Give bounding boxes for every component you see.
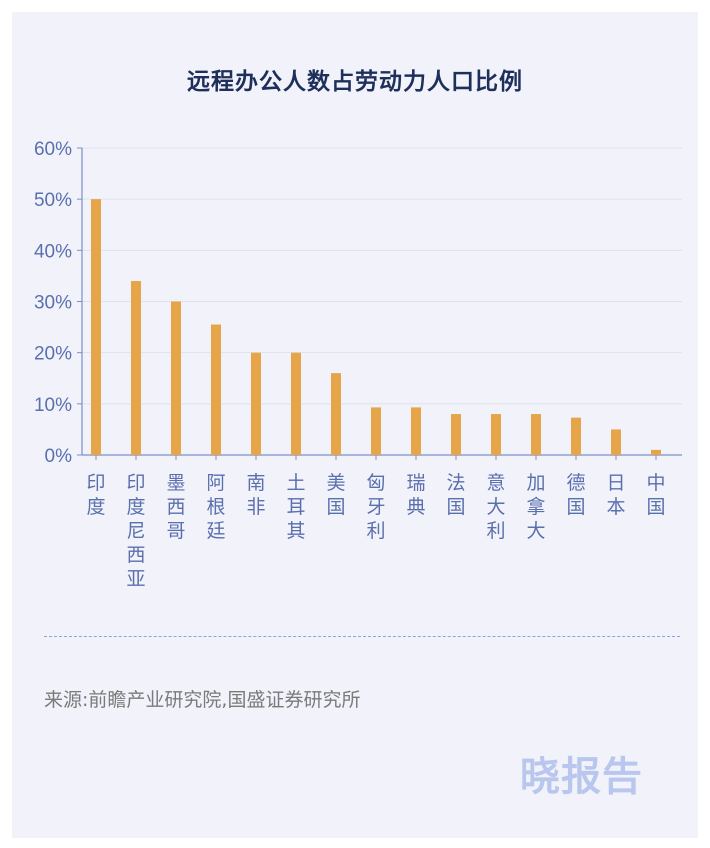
x-tick-label: 印度 <box>86 472 105 518</box>
x-tick-label: 土耳其 <box>286 472 305 542</box>
y-tick-label: 40% <box>34 241 72 262</box>
watermark-logo: 晓报告 <box>520 754 643 800</box>
chart-title: 远程办公人数占劳动力人口比例 <box>187 69 523 95</box>
x-tick-label: 匈牙利 <box>366 472 385 542</box>
bar <box>131 281 141 455</box>
y-tick-label: 60% <box>34 139 72 160</box>
x-tick-label: 印度尼西亚 <box>126 472 145 590</box>
x-tick-label: 阿根廷 <box>206 472 225 542</box>
source-note: 来源:前瞻产业研究院,国盛证券研究所 <box>44 689 361 711</box>
y-tick-label: 50% <box>34 190 72 211</box>
y-tick-label: 30% <box>34 293 72 314</box>
bar <box>571 417 581 455</box>
x-tick-label: 加拿大 <box>526 472 545 542</box>
bar <box>451 414 461 455</box>
x-tick-label: 中国 <box>646 472 665 518</box>
bar <box>611 429 621 455</box>
x-tick-label: 墨西哥 <box>166 472 185 542</box>
dashed-divider <box>44 636 680 637</box>
y-tick-label: 20% <box>34 344 72 365</box>
y-tick-label: 0% <box>45 446 73 467</box>
x-tick-label: 法国 <box>446 472 465 518</box>
bar <box>171 301 181 455</box>
bar <box>491 414 501 455</box>
chart-card: 远程办公人数占劳动力人口比例 0% 10% 20% 30% 40% 50% 60% 印度 印度尼… <box>12 12 698 838</box>
bar-chart: 0% 10% 20% 30% 40% 50% 60% 印度 印度尼西亚 墨西哥 阿根廷 南非 土耳其 美国… <box>34 139 682 590</box>
x-tick-label: 日本 <box>606 472 625 518</box>
bar <box>531 414 541 455</box>
bar <box>291 352 301 455</box>
bar <box>211 324 221 455</box>
x-tick-label: 意大利 <box>486 472 505 542</box>
bar <box>251 352 261 455</box>
bar <box>411 407 421 455</box>
x-tick-label: 南非 <box>246 472 265 518</box>
x-tick-label: 瑞典 <box>406 472 425 518</box>
x-tick-label: 美国 <box>326 472 345 518</box>
bar <box>651 449 661 455</box>
x-tick-label: 德国 <box>566 472 585 518</box>
y-tick-label: 10% <box>34 395 72 416</box>
bar <box>371 407 381 455</box>
bar <box>331 373 341 455</box>
bar <box>91 199 101 455</box>
